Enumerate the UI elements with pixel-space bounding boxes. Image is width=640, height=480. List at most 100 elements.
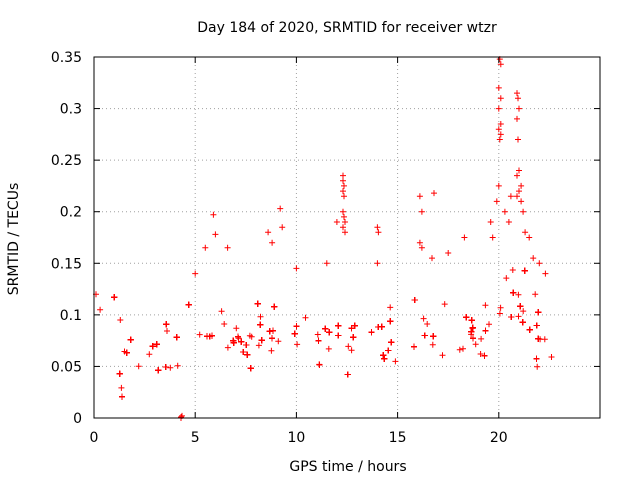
data-point xyxy=(418,244,425,251)
data-point xyxy=(257,321,264,328)
data-point xyxy=(380,352,387,359)
y-tick-label: 0.05 xyxy=(51,359,82,375)
data-point xyxy=(542,270,549,277)
data-point xyxy=(270,327,276,334)
data-points xyxy=(93,56,555,421)
data-point xyxy=(520,208,527,215)
data-point xyxy=(519,319,526,326)
data-point xyxy=(536,260,543,267)
data-point xyxy=(243,342,250,348)
data-point xyxy=(258,337,265,344)
data-point xyxy=(235,333,241,340)
data-point xyxy=(530,255,537,262)
data-point xyxy=(503,275,510,282)
data-point xyxy=(486,321,492,328)
data-point xyxy=(431,190,437,197)
data-point xyxy=(149,343,156,350)
data-point xyxy=(238,338,245,345)
data-point xyxy=(135,363,142,370)
data-point xyxy=(489,234,496,241)
data-point xyxy=(266,328,273,335)
data-point xyxy=(335,332,342,339)
data-point xyxy=(495,84,502,91)
data-point xyxy=(117,317,124,323)
y-tick-label: 0 xyxy=(73,411,82,427)
data-point xyxy=(202,244,209,251)
data-point xyxy=(460,345,466,352)
data-point xyxy=(233,325,240,332)
data-point xyxy=(429,341,436,348)
data-point xyxy=(340,177,346,184)
data-point xyxy=(163,321,170,328)
data-point xyxy=(518,198,525,205)
data-point xyxy=(340,188,346,195)
data-point xyxy=(388,339,395,346)
data-point xyxy=(174,362,181,369)
data-point xyxy=(497,61,504,68)
data-point xyxy=(218,308,225,315)
data-point xyxy=(548,354,555,360)
data-point xyxy=(515,313,522,320)
data-point xyxy=(345,343,352,350)
data-point xyxy=(167,364,174,371)
data-point xyxy=(315,337,322,344)
data-point xyxy=(340,172,346,179)
data-point xyxy=(212,231,219,238)
data-point xyxy=(342,229,348,236)
y-tick-label: 0.2 xyxy=(60,205,82,221)
data-point xyxy=(302,314,309,321)
data-point xyxy=(514,193,520,200)
data-point xyxy=(461,234,468,241)
plot-frame xyxy=(93,56,601,419)
data-point xyxy=(463,314,470,321)
data-point xyxy=(516,105,522,112)
data-point xyxy=(439,352,446,359)
y-tick-label: 0.15 xyxy=(51,256,82,272)
data-point xyxy=(368,329,375,336)
data-point xyxy=(119,393,125,400)
data-point xyxy=(472,341,479,348)
data-point xyxy=(196,331,203,338)
data-point xyxy=(516,188,522,195)
data-point xyxy=(515,136,521,143)
data-point xyxy=(326,329,333,336)
data-point xyxy=(293,323,300,330)
data-point xyxy=(507,193,514,200)
data-point xyxy=(478,335,485,342)
data-point xyxy=(515,291,522,298)
data-point xyxy=(316,361,323,368)
data-point xyxy=(279,224,286,231)
data-point xyxy=(230,339,237,346)
data-point xyxy=(341,193,347,200)
data-point xyxy=(375,324,382,330)
data-point xyxy=(340,208,346,215)
data-point xyxy=(497,95,504,102)
data-point xyxy=(424,321,431,327)
data-point xyxy=(255,342,262,349)
data-point xyxy=(508,314,515,320)
data-point xyxy=(493,198,500,205)
data-point xyxy=(392,358,399,365)
data-point xyxy=(351,322,358,329)
x-axis-label: GPS time / hours xyxy=(289,459,406,475)
data-point xyxy=(495,126,502,133)
data-point xyxy=(497,131,504,138)
data-point xyxy=(254,300,261,307)
data-point xyxy=(325,345,332,352)
data-point xyxy=(247,365,254,372)
data-point xyxy=(514,172,520,179)
data-point xyxy=(497,121,504,127)
data-point xyxy=(268,347,275,354)
data-point xyxy=(265,229,272,236)
data-point xyxy=(515,95,521,102)
data-point xyxy=(348,347,355,354)
data-point xyxy=(501,208,508,215)
data-point xyxy=(192,270,199,277)
data-point xyxy=(185,301,192,308)
data-point xyxy=(333,219,340,225)
data-point xyxy=(374,260,381,267)
data-point xyxy=(209,332,215,339)
x-tick-label: 10 xyxy=(287,430,305,446)
data-point xyxy=(477,351,484,357)
data-point xyxy=(127,336,134,343)
